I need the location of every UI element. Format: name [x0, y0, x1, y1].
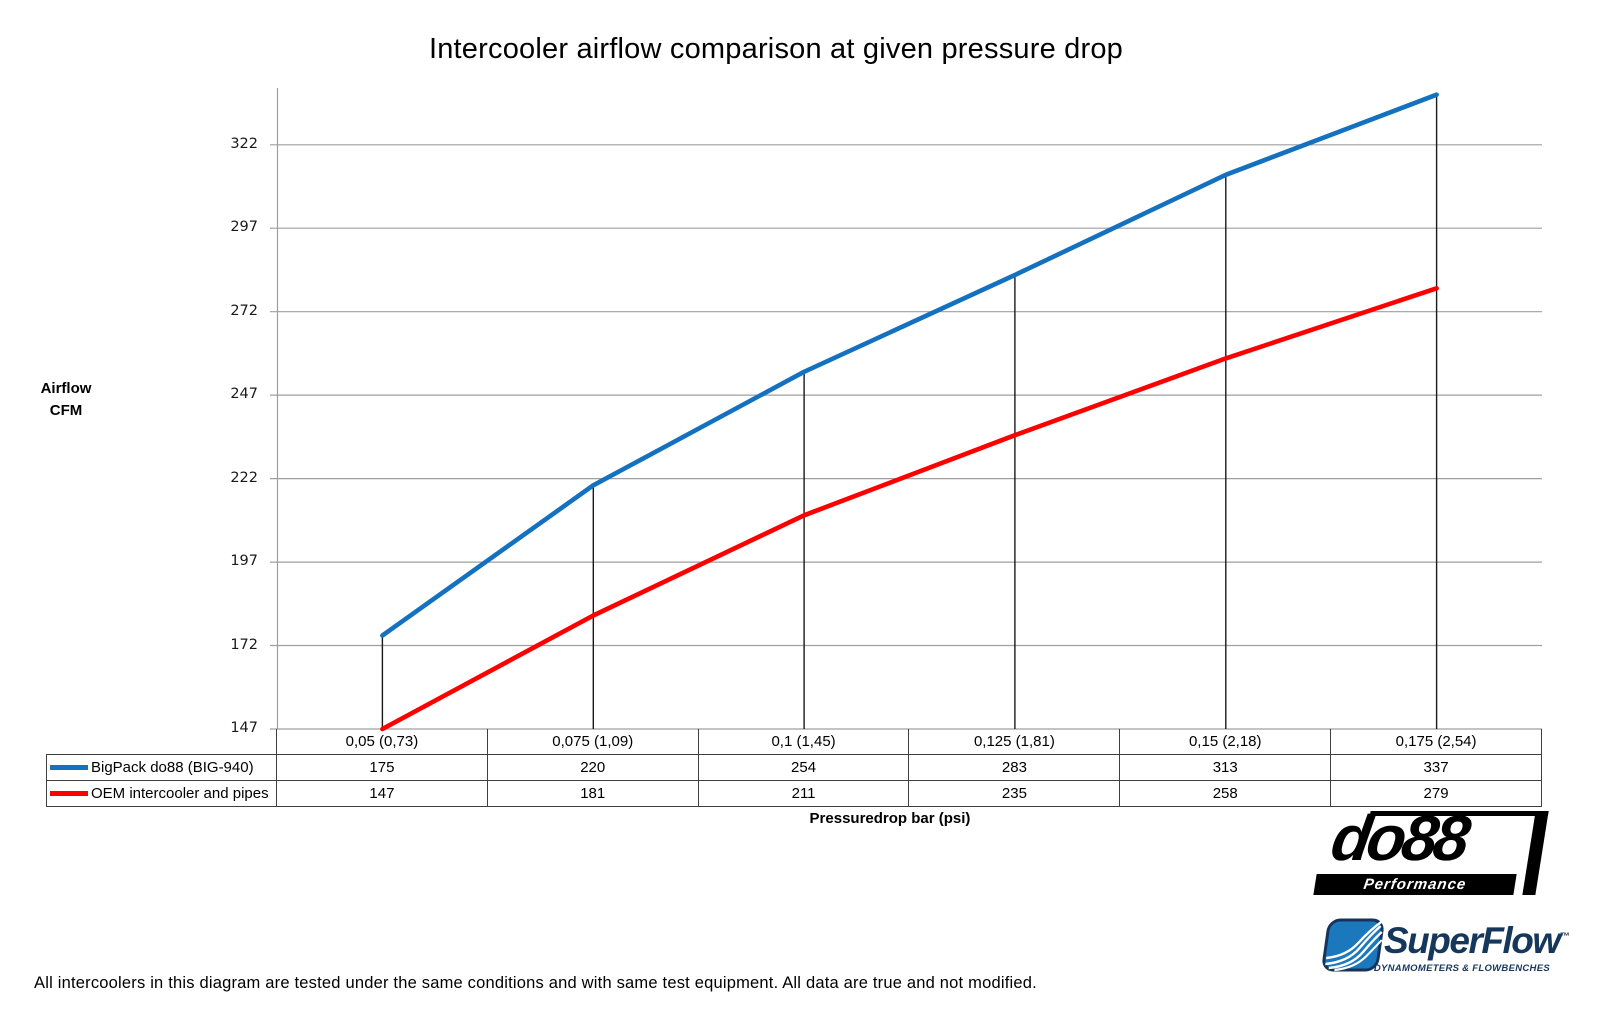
table-value-cell: 211 — [698, 781, 910, 807]
x-axis-title: Pressuredrop bar (psi) — [809, 810, 971, 827]
y-tick-label: 172 — [230, 636, 258, 653]
do88-logo-wordmark: do88 — [1326, 802, 1472, 874]
do88-logo: do88 Performance — [1313, 802, 1549, 895]
superflow-wave-icon — [1322, 918, 1384, 972]
y-axis-title: Airflow CFM — [24, 378, 108, 422]
legend-line-marker — [50, 791, 88, 796]
table-value-cell: 279 — [1331, 781, 1542, 807]
table-value-cell: 175 — [277, 755, 488, 781]
footer-disclaimer: All intercoolers in this diagram are tes… — [34, 974, 1037, 992]
table-value-cell: 313 — [1120, 755, 1332, 781]
table-value-cell: 283 — [909, 755, 1121, 781]
table-value-cell: 258 — [1120, 781, 1332, 807]
table-value-cell: 181 — [487, 781, 699, 807]
legend-series-label: BigPack do88 (BIG-940) — [91, 759, 254, 776]
chart-data-table: 0,05 (0,73) 0,075 (1,09) 0,1 (1,45) 0,125 (… — [46, 729, 1542, 807]
table-corner-cell — [46, 729, 277, 755]
legend-cell: BigPack do88 (BIG-940) — [46, 755, 277, 781]
table-value-cell: 147 — [277, 781, 488, 807]
table-value-cell: 220 — [487, 755, 699, 781]
superflow-tagline: DYNAMOMETERS & FLOWBENCHES — [1373, 963, 1550, 974]
category-label: 0,075 (1,09) — [487, 729, 699, 755]
superflow-wordmark: SuperFlow™ — [1384, 920, 1570, 961]
superflow-trademark: ™ — [1559, 931, 1570, 943]
y-axis-title-line2: CFM — [49, 402, 83, 419]
legend-series-label: OEM intercooler and pipes — [91, 785, 269, 802]
y-tick-label: 222 — [230, 469, 258, 486]
y-tick-label: 272 — [230, 302, 258, 319]
table-value-cell: 254 — [698, 755, 910, 781]
y-tick-label: 147 — [230, 720, 258, 736]
category-label: 0,175 (2,54) — [1331, 729, 1542, 755]
y-tick-label: 322 — [230, 135, 258, 152]
table-value-cell: 337 — [1331, 755, 1542, 781]
table-value-cell: 235 — [909, 781, 1121, 807]
legend-cell: OEM intercooler and pipes — [46, 781, 277, 807]
chart-title: Intercooler airflow comparison at given … — [428, 33, 1124, 65]
category-label: 0,05 (0,73) — [277, 729, 488, 755]
category-label: 0,125 (1,81) — [909, 729, 1121, 755]
y-tick-label: 297 — [230, 219, 258, 236]
category-label: 0,15 (2,18) — [1120, 729, 1332, 755]
legend-line-marker — [50, 765, 88, 770]
y-tick-label: 197 — [230, 553, 258, 570]
y-tick-label: 247 — [230, 386, 258, 403]
y-axis-title-line1: Airflow — [40, 380, 92, 397]
superflow-logo: SuperFlow™ DYNAMOMETERS & FLOWBENCHES — [1322, 916, 1570, 978]
category-label: 0,1 (1,45) — [698, 729, 910, 755]
do88-logo-tagline: Performance — [1313, 874, 1517, 895]
